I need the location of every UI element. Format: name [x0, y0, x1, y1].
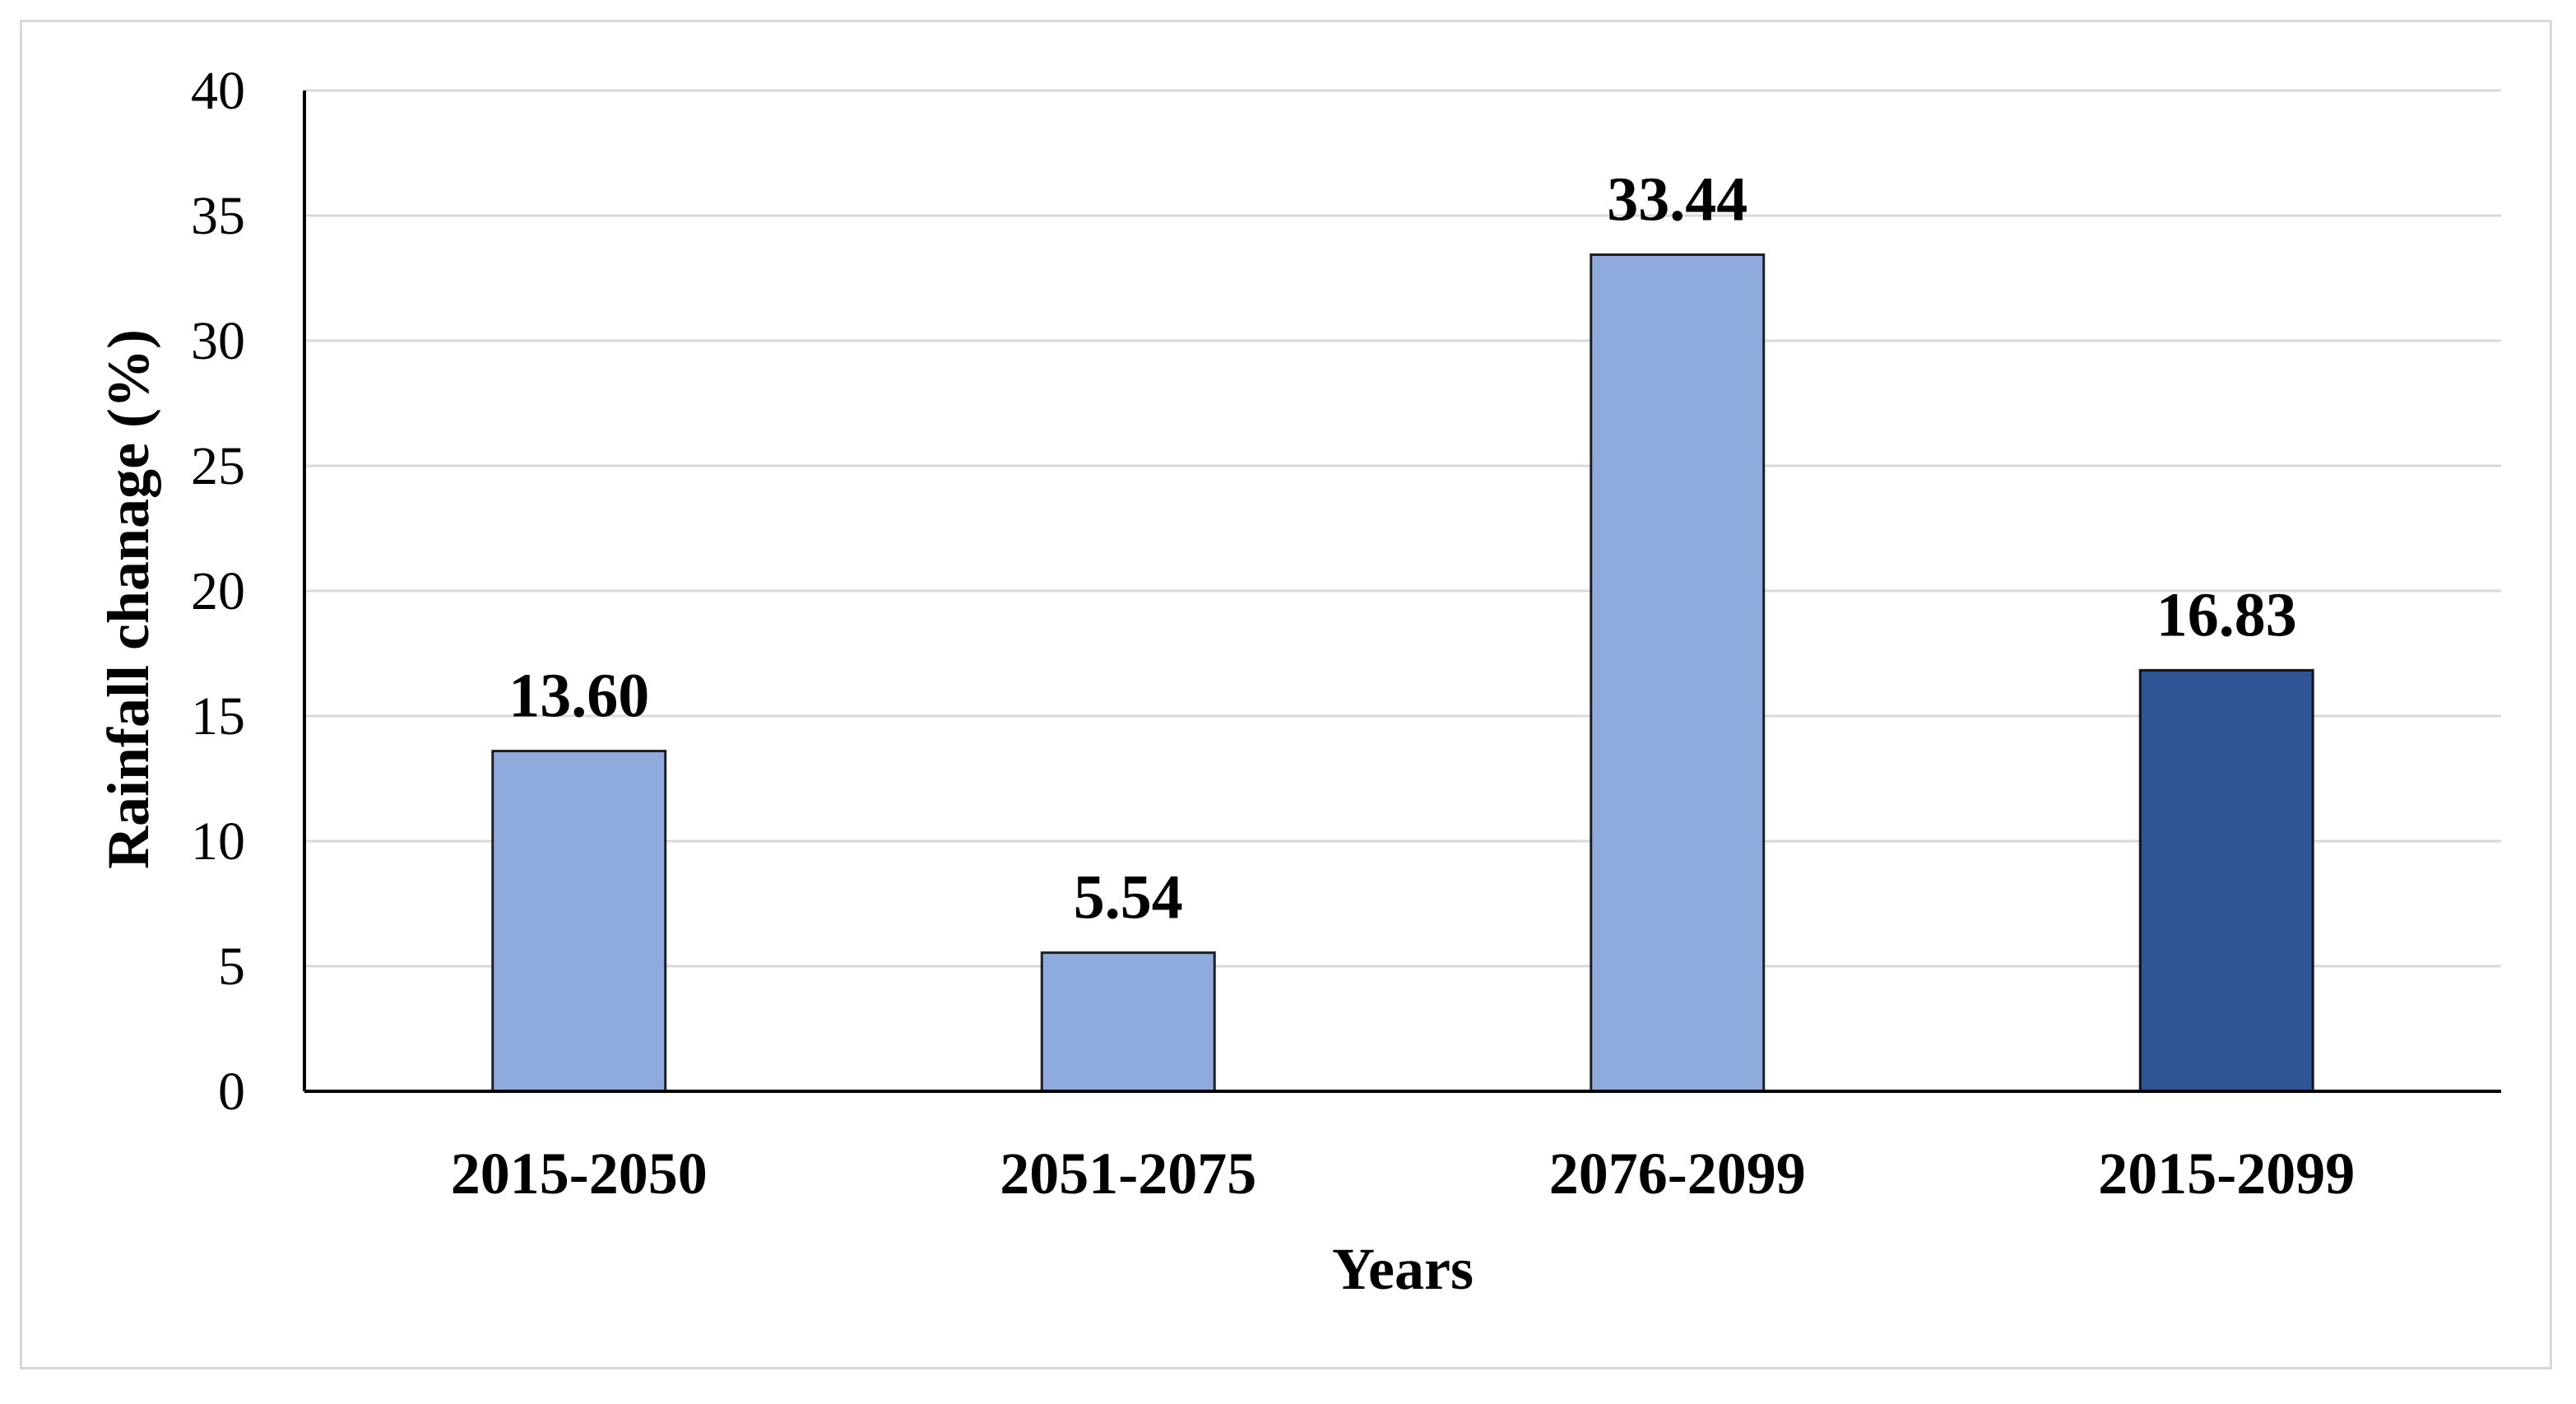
y-tick-label: 25 [191, 436, 245, 496]
y-axis-title: Rainfall chanage (%) [95, 329, 161, 869]
y-tick-label: 0 [218, 1062, 245, 1122]
y-tick-label: 5 [218, 937, 245, 997]
y-tick-label: 40 [191, 61, 245, 121]
data-labels: 13.60 5.54 33.44 16.83 [508, 165, 2297, 932]
gridlines [304, 89, 2501, 968]
y-tick-label: 20 [191, 561, 245, 621]
x-tick-label: 2015-2050 [451, 1141, 708, 1206]
y-tick-label: 10 [191, 811, 245, 872]
y-tick-label: 35 [191, 186, 245, 246]
x-tick-label: 2051-2075 [1000, 1141, 1256, 1206]
y-tick-label: 30 [191, 311, 245, 371]
y-tick-label: 15 [191, 686, 245, 746]
chart-frame [20, 20, 2552, 1369]
bar [492, 751, 666, 1091]
data-label: 16.83 [2156, 580, 2297, 649]
x-tick-label: 2076-2099 [1549, 1141, 1806, 1206]
data-label: 13.60 [508, 662, 649, 731]
bars [491, 253, 2314, 1093]
x-tick-label: 2015-2099 [2098, 1141, 2355, 1206]
x-tick-labels: 2015-2050 2051-2075 2076-2099 2015-2099 [451, 1141, 2355, 1206]
x-axis-title: Years [1332, 1236, 1474, 1302]
bar [2140, 670, 2314, 1091]
bar [1042, 952, 1215, 1091]
y-tick-labels: 0 5 10 15 20 25 30 35 40 [191, 61, 245, 1122]
data-label: 33.44 [1607, 165, 1748, 234]
bar [1590, 254, 1764, 1091]
axes [303, 91, 2501, 1093]
data-label: 5.54 [1074, 863, 1183, 932]
